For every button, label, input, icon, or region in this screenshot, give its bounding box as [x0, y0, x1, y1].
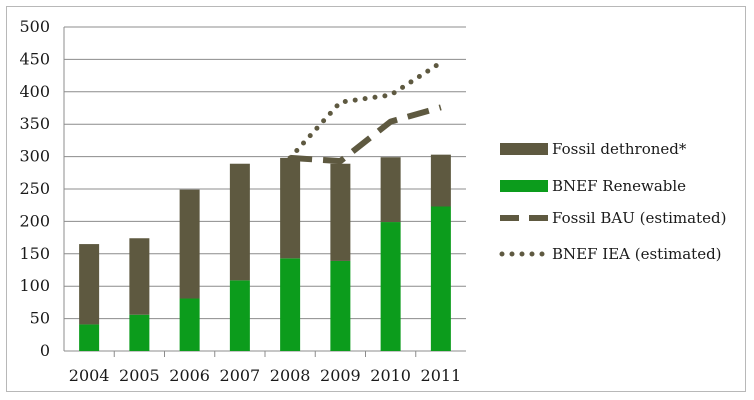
bar-fossil-dethroned — [280, 157, 301, 259]
x-tick-label: 2010 — [370, 366, 411, 385]
bar-fossil-dethroned — [430, 154, 451, 207]
x-tick-label: 2004 — [69, 366, 110, 385]
y-tick-label: 500 — [19, 17, 50, 36]
y-tick-label: 50 — [30, 309, 50, 328]
y-tick-label: 150 — [19, 244, 50, 263]
legend-label: Fossil BAU (estimated) — [552, 209, 726, 227]
x-tick-label: 2011 — [421, 366, 462, 385]
chart-frame — [6, 6, 746, 392]
legend: Fossil dethroned* BNEF Renewable Fossil BA… — [499, 140, 726, 263]
y-tick-label: 0 — [40, 341, 50, 360]
y-tick-label: 400 — [19, 82, 50, 101]
y-tick-label: 100 — [19, 276, 50, 295]
bar-bnef-renewable — [330, 260, 351, 351]
x-tick-label: 2006 — [169, 366, 210, 385]
bar-fossil-dethroned — [79, 244, 100, 325]
y-tick-label: 250 — [19, 179, 50, 198]
estimate-lines — [287, 60, 444, 165]
legend-label: Fossil dethroned* — [552, 140, 687, 158]
y-tick-label: 300 — [19, 147, 50, 166]
x-tick-label: 2007 — [220, 366, 261, 385]
x-tick-label: 2005 — [119, 366, 160, 385]
x-tick-label: 2009 — [320, 366, 361, 385]
bar-bnef-renewable — [179, 298, 200, 351]
x-tick-label: 2008 — [270, 366, 311, 385]
legend-label: BNEF Renewable — [552, 177, 686, 195]
bar-bnef-renewable — [229, 280, 250, 351]
line-bnef-iea — [287, 60, 444, 161]
bars — [79, 154, 451, 351]
gridlines — [64, 26, 466, 320]
bar-bnef-renewable — [380, 222, 401, 351]
legend-swatch — [500, 180, 548, 192]
bar-fossil-dethroned — [179, 189, 200, 299]
line-fossil-bau — [289, 104, 442, 165]
x-tick-labels: 2004 2005 2006 2007 2008 2009 2010 2011 — [69, 351, 461, 385]
legend-label: BNEF IEA (estimated) — [552, 245, 722, 263]
bar-bnef-renewable — [79, 324, 100, 351]
bar-bnef-renewable — [129, 314, 150, 351]
bar-fossil-dethroned — [380, 157, 401, 223]
bar-fossil-dethroned — [330, 163, 351, 261]
y-tick-labels: 0 50 100 150 200 250 300 350 400 450 500 — [19, 17, 50, 360]
y-tick-label: 200 — [19, 211, 50, 230]
bar-fossil-dethroned — [229, 163, 250, 281]
bar-bnef-renewable — [430, 206, 451, 351]
y-tick-label: 350 — [19, 114, 50, 133]
legend-swatch — [500, 143, 548, 155]
bar-bnef-renewable — [280, 258, 301, 351]
y-tick-label: 450 — [19, 49, 50, 68]
bar-fossil-dethroned — [129, 238, 150, 315]
